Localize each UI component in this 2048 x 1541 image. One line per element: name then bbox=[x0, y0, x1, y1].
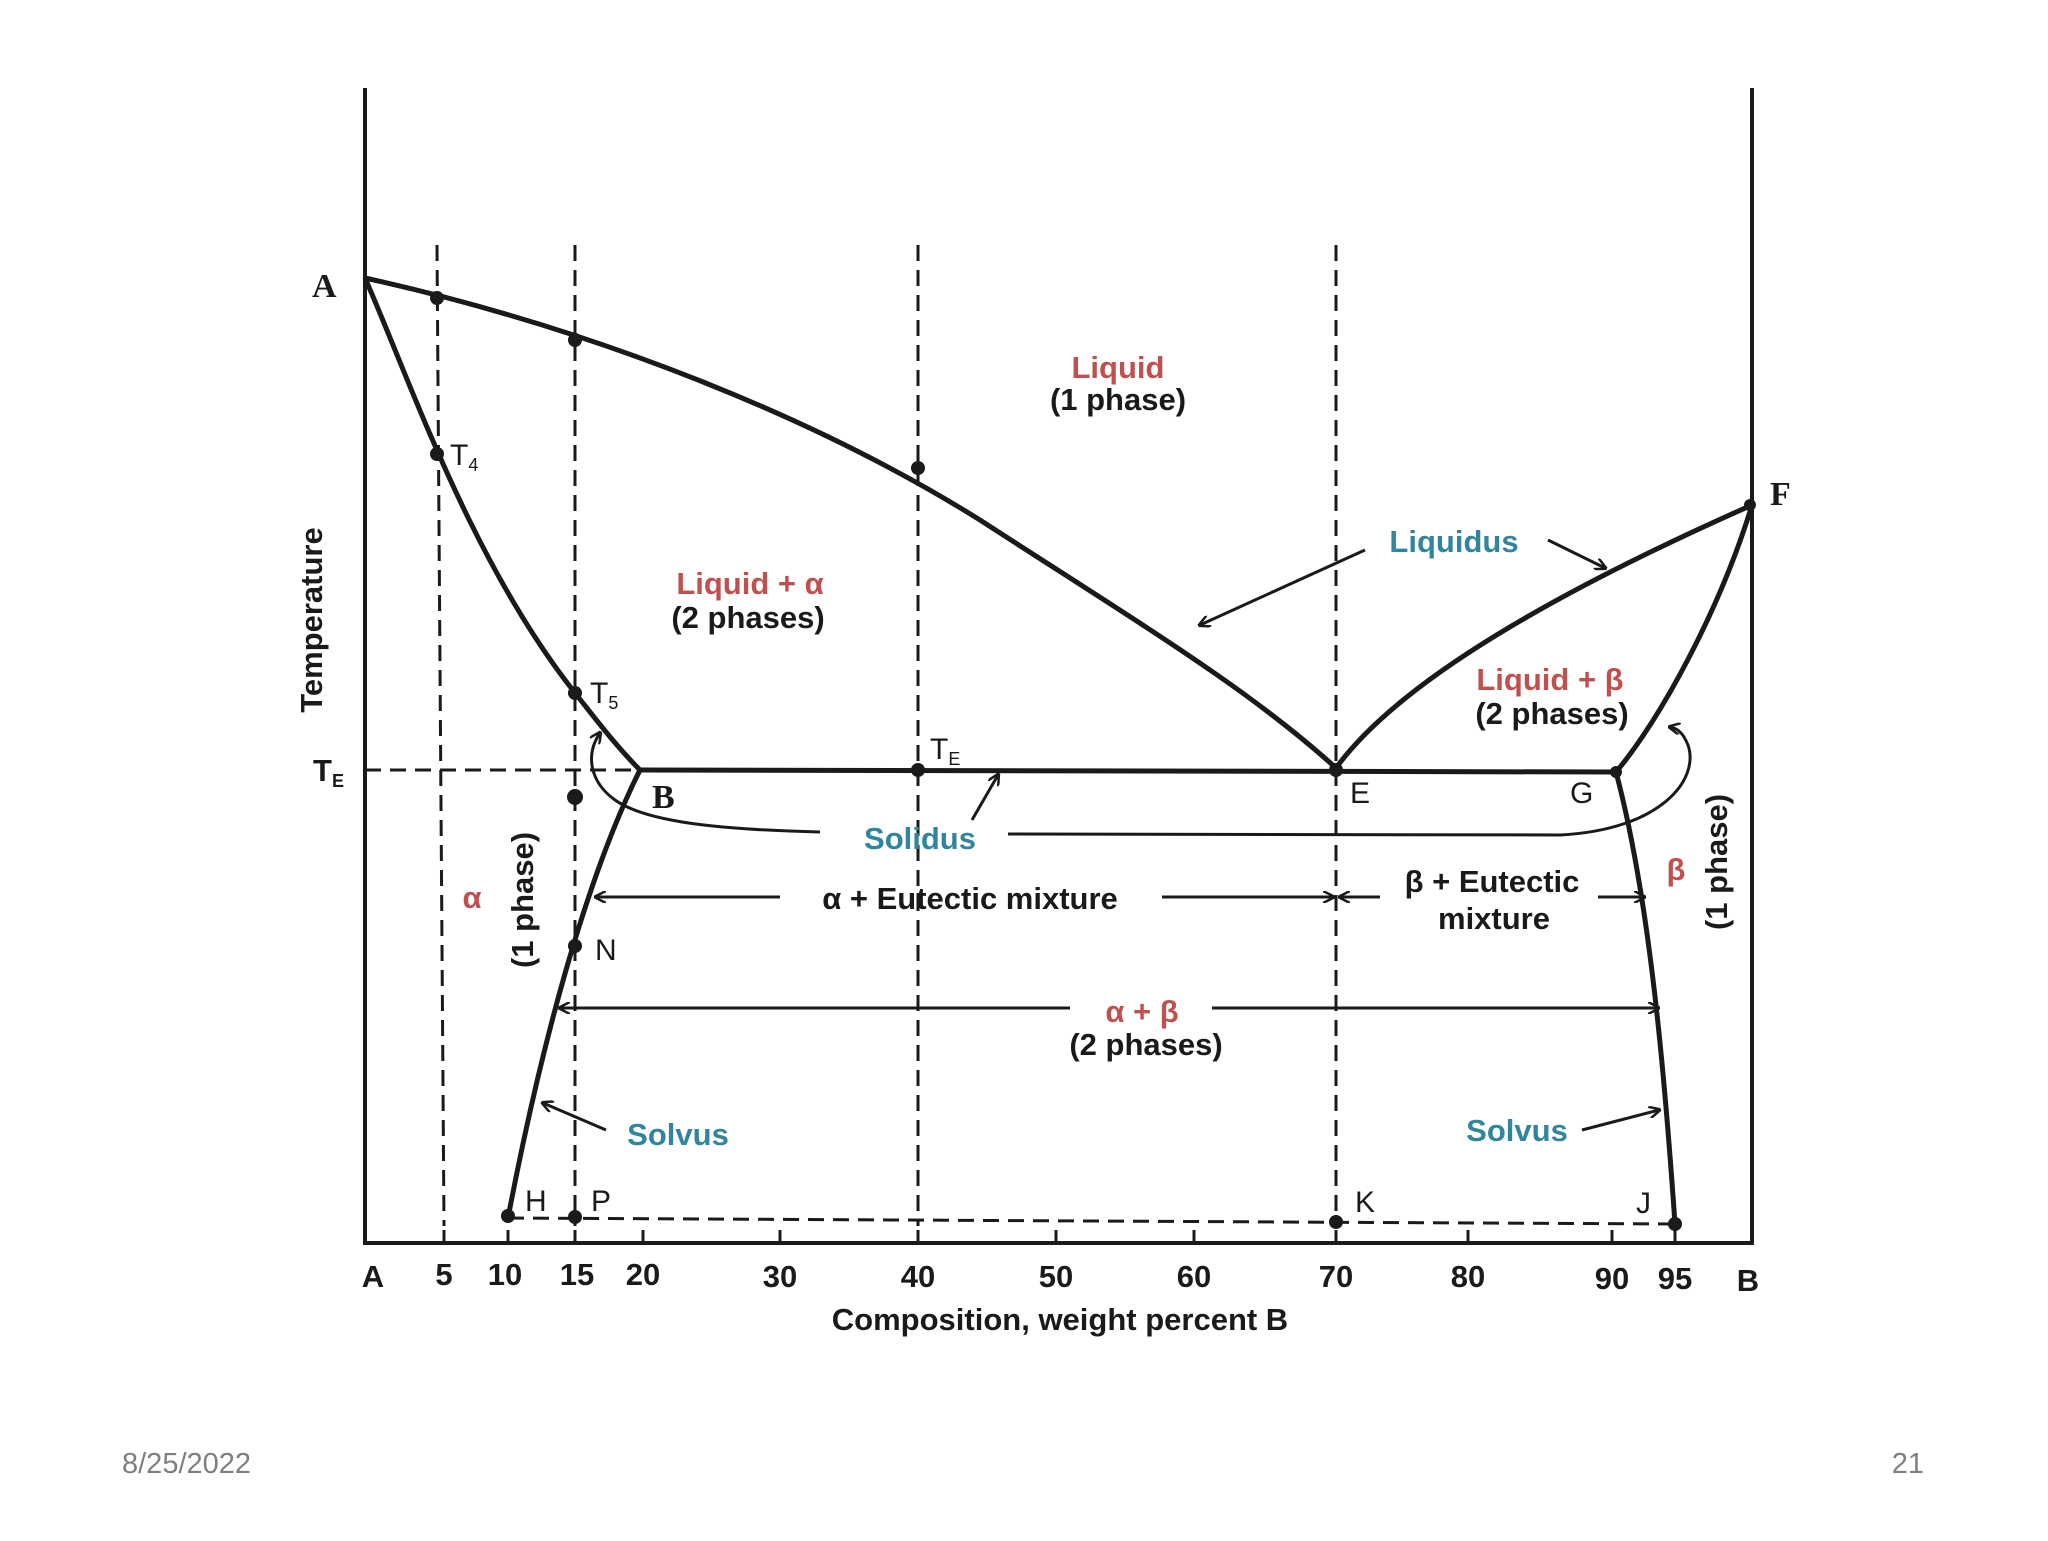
tick-label-10: 10 bbox=[488, 1257, 522, 1292]
point-liquidus-5 bbox=[430, 291, 444, 305]
label-T5: T5 bbox=[590, 677, 618, 713]
region-alpha-beta: α + β bbox=[1105, 994, 1178, 1029]
label-solvus-left: Solvus bbox=[627, 1117, 729, 1152]
phase-boundaries bbox=[362, 275, 1755, 1225]
solvus-left-arrow bbox=[543, 1103, 607, 1132]
solidus-arrow-left bbox=[592, 733, 821, 834]
label-F: F bbox=[1770, 476, 1791, 513]
point-liquidus-40 bbox=[911, 461, 925, 475]
x-tick-marks bbox=[442, 1230, 1677, 1243]
label-solvus-right: Solvus bbox=[1466, 1113, 1568, 1148]
te-axis-label: TE bbox=[313, 753, 344, 791]
label-H: H bbox=[525, 1185, 547, 1218]
curve-labels: Liquidus Solidus Solvus Solvus bbox=[627, 524, 1568, 1152]
te-axis-label-sub: E bbox=[332, 771, 344, 791]
region-alpha-sub: (1 phase) bbox=[505, 832, 540, 968]
point-F bbox=[1744, 499, 1756, 511]
tick-label-A: A bbox=[362, 1259, 384, 1294]
dashed-line-5 bbox=[435, 244, 446, 1227]
label-solidus: Solidus bbox=[864, 821, 976, 856]
liquidus-left-curve bbox=[364, 275, 1338, 770]
footer-date: 8/25/2022 bbox=[122, 1448, 252, 1480]
dashed-composition-lines bbox=[365, 244, 1676, 1227]
region-beta-eutectic-2: mixture bbox=[1438, 901, 1550, 936]
point-TE-mid bbox=[911, 763, 925, 777]
point-liquidus-15 bbox=[568, 333, 582, 347]
solvus-right-arrow bbox=[1581, 1110, 1659, 1132]
point-H bbox=[501, 1209, 515, 1223]
solidus-arrow-right bbox=[1007, 727, 1692, 837]
tick-label-80: 80 bbox=[1451, 1259, 1485, 1294]
point-N bbox=[568, 939, 582, 953]
x-tick-labels: A 5 10 15 20 30 40 50 60 70 80 90 95 B bbox=[362, 1257, 1759, 1298]
tick-label-5: 5 bbox=[435, 1257, 452, 1292]
tick-label-40: 40 bbox=[901, 1259, 935, 1294]
region-liquid-alpha-sub: (2 phases) bbox=[671, 600, 824, 635]
region-labels: Liquid (1 phase) Liquid + α (2 phases) L… bbox=[462, 350, 1734, 1062]
x-axis-label: Composition, weight percent B bbox=[832, 1302, 1288, 1337]
tick-label-20: 20 bbox=[626, 1257, 660, 1292]
solidus-arrow-mid bbox=[970, 775, 998, 821]
solidus-right-curve bbox=[1614, 504, 1755, 774]
label-TE-mid: TE bbox=[930, 733, 960, 769]
eutectic-isotherm bbox=[639, 767, 1617, 775]
point-P bbox=[568, 1210, 582, 1224]
label-J: J bbox=[1636, 1187, 1651, 1220]
point-K bbox=[1329, 1215, 1343, 1229]
region-liquid: Liquid bbox=[1072, 350, 1165, 385]
region-alpha: α bbox=[462, 880, 481, 915]
label-K: K bbox=[1355, 1186, 1375, 1219]
region-liquid-alpha: Liquid + α bbox=[676, 566, 823, 601]
point-J bbox=[1668, 1217, 1682, 1231]
region-beta: β bbox=[1667, 852, 1686, 887]
point-E bbox=[1329, 763, 1343, 777]
point-labels: A F T4 T5 TE B E G N H P K J bbox=[312, 268, 1791, 1220]
label-G: G bbox=[1570, 777, 1593, 810]
tick-label-15: 15 bbox=[560, 1257, 594, 1292]
tick-label-70: 70 bbox=[1319, 1259, 1353, 1294]
tick-label-50: 50 bbox=[1039, 1259, 1073, 1294]
point-15-below-TE bbox=[567, 789, 583, 805]
tick-label-60: 60 bbox=[1177, 1259, 1211, 1294]
point-T4 bbox=[430, 447, 444, 461]
tick-label-90: 90 bbox=[1595, 1261, 1629, 1296]
region-liquid-sub: (1 phase) bbox=[1050, 382, 1186, 417]
point-G bbox=[1610, 766, 1622, 778]
tick-label-95: 95 bbox=[1658, 1261, 1692, 1296]
solidus-left-curve bbox=[362, 276, 642, 772]
region-alpha-beta-sub: (2 phases) bbox=[1069, 1027, 1222, 1062]
liquidus-arrow-left bbox=[1200, 548, 1366, 625]
label-liquidus: Liquidus bbox=[1389, 524, 1518, 559]
liquidus-right-curve bbox=[1333, 502, 1754, 770]
label-T4: T4 bbox=[450, 439, 478, 475]
region-beta-sub: (1 phase) bbox=[1699, 794, 1734, 930]
solvus-right-curve bbox=[1613, 771, 1678, 1225]
label-N: N bbox=[595, 934, 617, 967]
solvus-left-curve bbox=[505, 768, 643, 1219]
point-T5 bbox=[568, 686, 582, 700]
tick-label-B: B bbox=[1737, 1263, 1759, 1298]
region-liquid-beta-sub: (2 phases) bbox=[1475, 696, 1628, 731]
label-A: A bbox=[312, 268, 337, 305]
label-E: E bbox=[1350, 777, 1370, 810]
region-liquid-beta: Liquid + β bbox=[1476, 662, 1623, 697]
annotation-arrows bbox=[543, 538, 1692, 1132]
tick-label-30: 30 bbox=[763, 1259, 797, 1294]
region-beta-eutectic-1: β + Eutectic bbox=[1405, 864, 1580, 899]
dashed-bottom-line bbox=[507, 1216, 1676, 1226]
diagram-points bbox=[430, 291, 1756, 1231]
y-axis-label: Temperature bbox=[294, 527, 329, 713]
region-alpha-eutectic: α + Eutectic mixture bbox=[822, 881, 1118, 916]
label-B: B bbox=[652, 779, 675, 816]
label-P: P bbox=[591, 1185, 611, 1218]
te-axis-label-main: T bbox=[313, 753, 332, 788]
slide-number: 21 bbox=[1891, 1448, 1924, 1480]
liquidus-arrow-right bbox=[1547, 538, 1605, 568]
